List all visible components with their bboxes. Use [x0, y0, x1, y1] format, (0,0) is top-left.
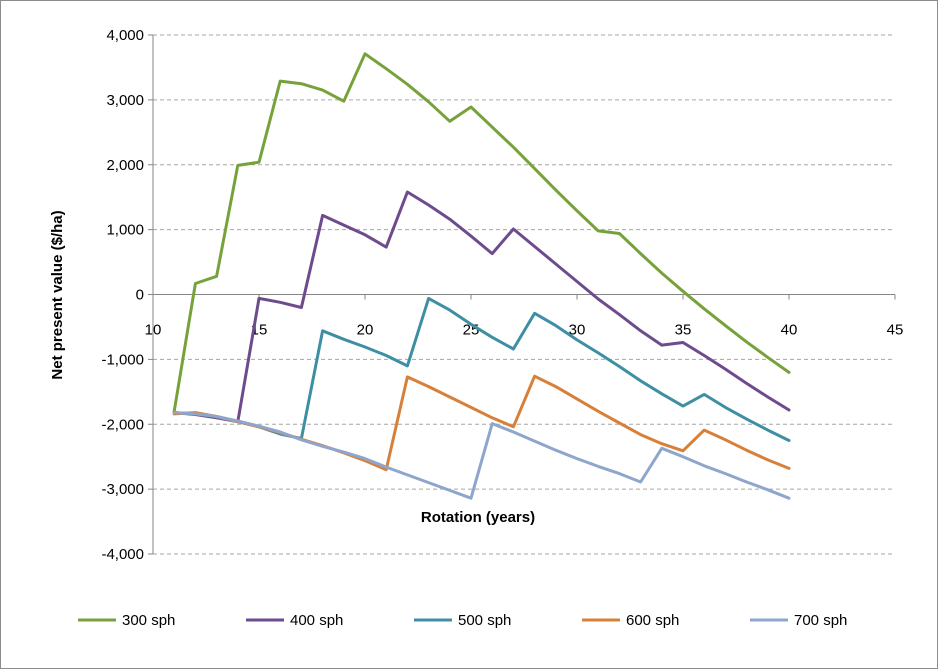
y-tick-label: -1,000 [101, 351, 144, 368]
x-tick-label: 30 [569, 322, 586, 339]
y-tick-label: -3,000 [101, 481, 144, 498]
gridlines [153, 34, 895, 555]
y-tick-label: -2,000 [101, 416, 144, 433]
series-line-700-sph [172, 411, 791, 500]
legend: 300 sph 400 sph 500 sph 600 sph 700 sph [78, 612, 847, 629]
legend-label-600-sph: 600 sph [626, 612, 679, 629]
axes [152, 35, 895, 554]
x-axis-title: Rotation (years) [421, 509, 535, 526]
series-line-500-sph [172, 296, 791, 442]
y-tick-label: 0 [136, 287, 144, 304]
legend-label-400-sph: 400 sph [290, 612, 343, 629]
x-tick-label: 40 [781, 322, 798, 339]
y-tick-label: -4,000 [101, 546, 144, 563]
y-tick-label: 1,000 [106, 222, 144, 239]
series-line-400-sph [172, 190, 791, 424]
series-lines [172, 52, 791, 500]
legend-label-500-sph: 500 sph [458, 612, 511, 629]
legend-label-300-sph: 300 sph [122, 612, 175, 629]
y-tick-label: 2,000 [106, 157, 144, 174]
y-tick-label: 3,000 [106, 92, 144, 109]
series-line-300-sph [172, 52, 791, 413]
y-tick-label: 4,000 [106, 27, 144, 44]
x-tick-label: 45 [887, 322, 904, 339]
y-axis-ticks: 4,000 3,000 2,000 1,000 0 -1,000 -2,000 -3,000 -… [101, 27, 153, 563]
x-tick-label: 35 [675, 322, 692, 339]
legend-label-700-sph: 700 sph [794, 612, 847, 629]
x-tick-label: 10 [145, 322, 162, 339]
x-tick-label: 20 [357, 322, 374, 339]
y-axis-title: Net present value ($/ha) [49, 210, 66, 379]
